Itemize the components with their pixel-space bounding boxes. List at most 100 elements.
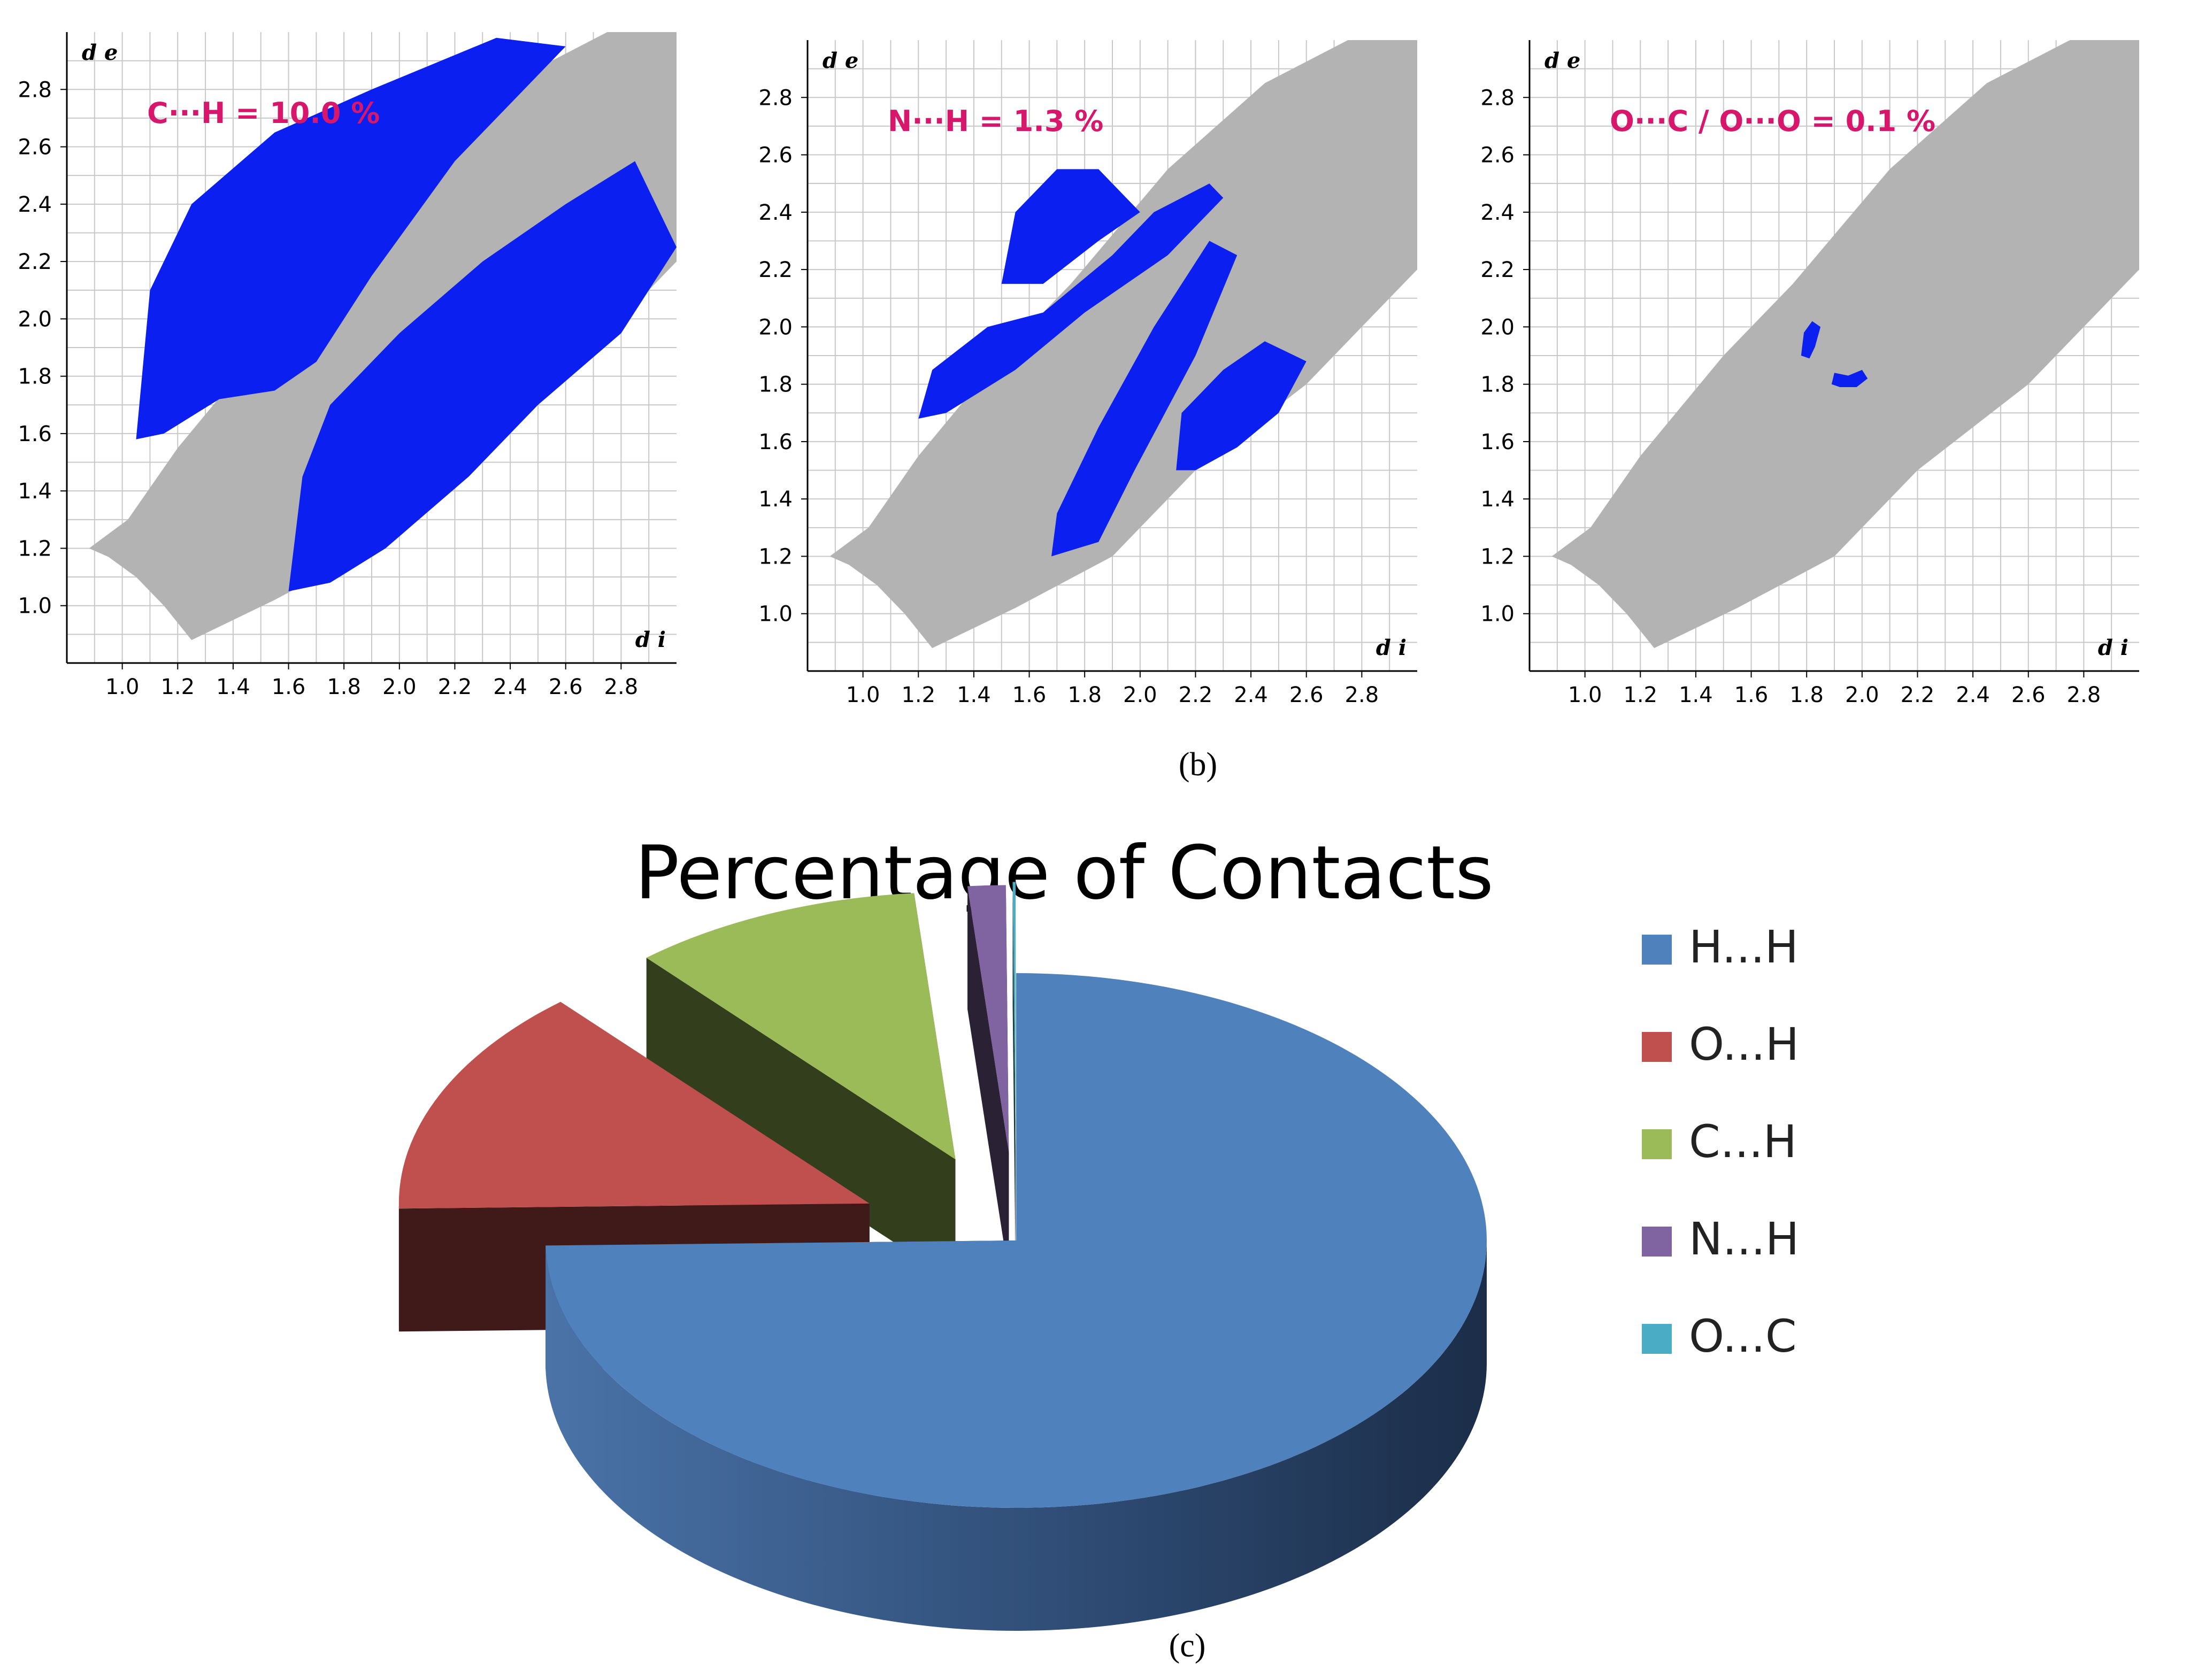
y-tick-label: 2.0 (18, 307, 52, 332)
x-tick-label: 1.6 (1012, 683, 1047, 707)
x-tick-label: 1.4 (216, 675, 250, 699)
x-tick-label: 2.2 (438, 675, 472, 699)
region-highlight-c (1051, 241, 1238, 557)
y-tick-label: 1.6 (18, 422, 52, 446)
pie-slice-wall (1012, 882, 1016, 1273)
legend-swatch (1642, 1129, 1672, 1159)
y-axis-label: d e (823, 48, 858, 73)
x-tick-label: 2.4 (1234, 683, 1268, 707)
x-tick-label: 1.6 (1734, 683, 1769, 707)
fingerprint-plot-n-h: 1.0 1.2 1.4 1.6 1.8 2.0 2.2 2.4 2.6 2.8 1.0 1.2 1.4 1… (758, 40, 1417, 707)
panel-label-b: (b) (1179, 746, 1217, 783)
legend-label: O...H (1689, 1018, 1799, 1070)
y-tick-label: 1.8 (18, 365, 52, 389)
x-tick-label: 1.2 (160, 675, 195, 699)
contact-percentage-annotation: C···H = 10.0 % (147, 96, 380, 130)
x-tick-label: 1.2 (901, 683, 935, 707)
legend-label: C...H (1689, 1115, 1797, 1168)
y-tick-label: 2.0 (758, 315, 793, 340)
legend-swatch (1642, 1032, 1672, 1062)
legend-label: H...H (1689, 921, 1799, 973)
y-tick-label: 2.8 (758, 86, 793, 110)
pie-slice-nh (967, 885, 1009, 1153)
y-tick-label: 2.6 (1480, 143, 1515, 168)
x-tick-label: 1.0 (846, 683, 880, 707)
y-axis-label: d e (82, 40, 118, 65)
x-tick-label: 2.2 (1901, 683, 1935, 707)
legend-swatch (1642, 1227, 1672, 1257)
x-axis-label: d i (1376, 635, 1407, 660)
x-tick-label: 2.0 (382, 675, 417, 699)
legend-swatch (1642, 1324, 1672, 1354)
region-background (89, 32, 677, 641)
y-tick-label: 2.4 (1480, 201, 1515, 225)
fingerprint-plot-o-c-o-o: 1.0 1.2 1.4 1.6 1.8 2.0 2.2 2.4 2.6 2.8 1.0 1.2 1.4 1… (1480, 40, 2139, 707)
y-tick-label: 1.0 (1480, 602, 1515, 627)
y-tick-label: 1.2 (18, 536, 52, 561)
x-tick-label: 1.8 (327, 675, 361, 699)
pie-slice-oh (398, 1001, 870, 1209)
legend-swatch (1642, 935, 1672, 965)
pie-slice-oc (1012, 882, 1016, 1150)
y-tick-label: 1.2 (758, 544, 793, 569)
region-background (1551, 40, 2139, 649)
pie-slice-hh (545, 973, 1487, 1508)
x-tick-label: 1.4 (1679, 683, 1713, 707)
y-tick-label: 1.2 (1480, 544, 1515, 569)
region-highlight-a (1801, 321, 1821, 359)
pie-title: Percentage of Contacts (635, 830, 1494, 916)
y-tick-label: 2.8 (1480, 86, 1515, 110)
y-tick-label: 2.2 (18, 250, 52, 274)
x-tick-label: 1.8 (1789, 683, 1824, 707)
region-highlight-b (1001, 169, 1140, 284)
x-tick-label: 2.6 (549, 675, 583, 699)
region-highlight-a (918, 183, 1224, 419)
x-tick-label: 2.8 (604, 675, 639, 699)
panel-label-c: (c) (1169, 1628, 1206, 1664)
x-tick-label: 1.0 (1568, 683, 1602, 707)
x-tick-label: 2.8 (2067, 683, 2101, 707)
x-tick-label: 2.0 (1123, 683, 1157, 707)
region-highlight-upper (136, 37, 566, 440)
region-background (829, 40, 1417, 649)
pie-legend: H...H O...H C...H N...H O...C (1642, 921, 1799, 1362)
pie-slice-wall (646, 958, 956, 1283)
x-tick-label: 1.2 (1623, 683, 1657, 707)
hirshfeld-fingerprint-plots: 1.0 1.2 1.4 1.6 1.8 2.0 2.2 2.4 2.6 2.8 1.0 1.2 1.4 1… (18, 32, 2139, 783)
y-tick-label: 1.4 (758, 487, 793, 512)
x-axis-label: d i (635, 627, 666, 652)
legend-label: O...C (1689, 1310, 1796, 1362)
y-tick-label: 1.4 (18, 479, 52, 504)
legend-label: N...H (1689, 1213, 1799, 1265)
y-tick-label: 1.6 (758, 430, 793, 454)
region-highlight-b (1831, 369, 1868, 387)
x-tick-label: 2.6 (2011, 683, 2046, 707)
y-tick-label: 1.6 (1480, 430, 1515, 454)
x-tick-label: 2.4 (493, 675, 527, 699)
pie-slice-side (545, 1240, 1487, 1631)
y-tick-label: 2.2 (758, 258, 793, 282)
x-tick-label: 1.8 (1067, 683, 1102, 707)
x-tick-label: 2.4 (1956, 683, 1990, 707)
y-tick-label: 2.6 (18, 135, 52, 160)
contact-percentage-annotation: O···C / O···O = 0.1 % (1610, 104, 1935, 138)
y-tick-label: 2.4 (758, 201, 793, 225)
pie-slice-ch (646, 893, 956, 1160)
contact-percentage-pie-chart: Percentage of Contacts H...H O...H C...H N.… (398, 830, 1799, 1664)
fingerprint-plot-c-h: 1.0 1.2 1.4 1.6 1.8 2.0 2.2 2.4 2.6 2.8 1.0 1.2 1.4 1… (18, 32, 677, 699)
y-tick-label: 1.8 (758, 373, 793, 397)
y-tick-label: 2.6 (758, 143, 793, 168)
y-axis-label: d e (1544, 48, 1580, 73)
y-tick-label: 2.0 (1480, 315, 1515, 340)
x-tick-label: 2.2 (1179, 683, 1213, 707)
pie-slices (398, 882, 1487, 1631)
x-axis-label: d i (2098, 635, 2128, 660)
pie-slice-wall (967, 886, 1009, 1276)
y-tick-label: 1.8 (1480, 373, 1515, 397)
x-tick-label: 2.0 (1845, 683, 1879, 707)
x-tick-label: 2.6 (1289, 683, 1324, 707)
x-tick-label: 1.4 (957, 683, 991, 707)
region-highlight-d (1176, 341, 1307, 471)
y-tick-label: 1.4 (1480, 487, 1515, 512)
y-tick-label: 2.2 (1480, 258, 1515, 282)
